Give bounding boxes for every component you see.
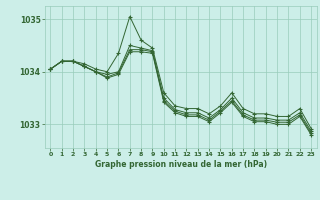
- X-axis label: Graphe pression niveau de la mer (hPa): Graphe pression niveau de la mer (hPa): [95, 160, 267, 169]
